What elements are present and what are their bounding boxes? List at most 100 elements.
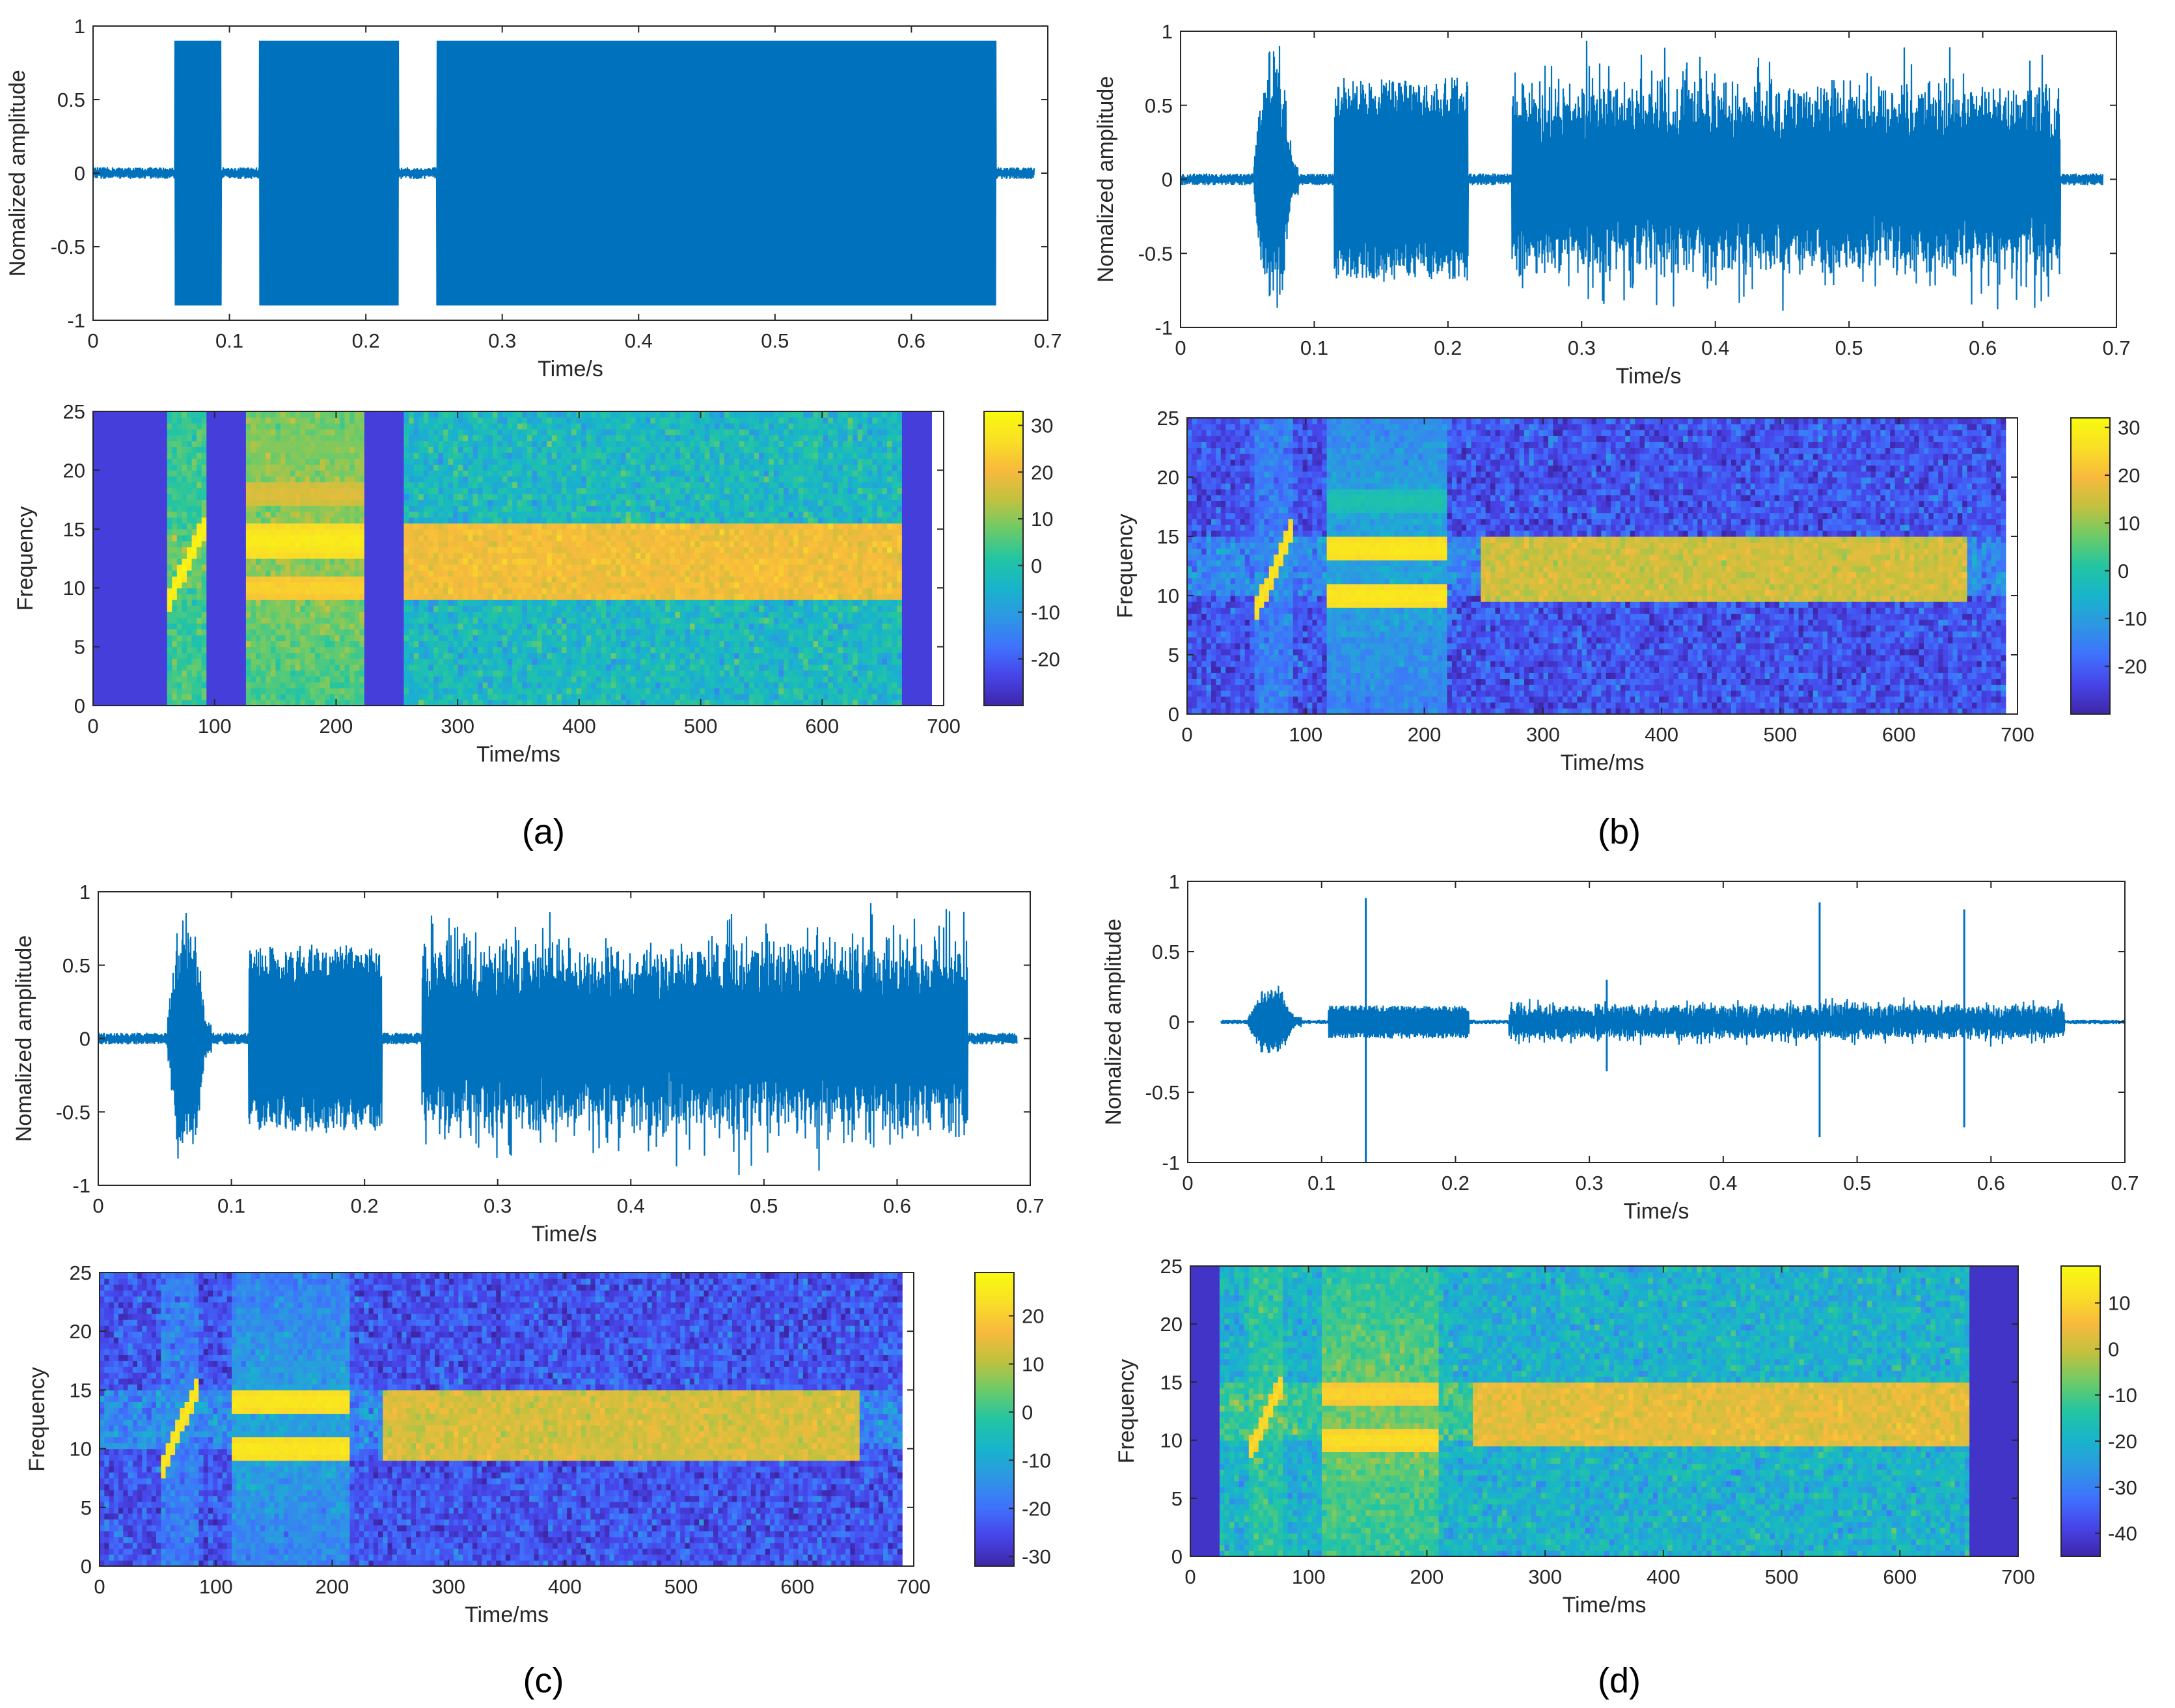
x-tick-label: 300 [431, 1575, 465, 1598]
colorbar-tick-label: -20 [2108, 1430, 2137, 1453]
y-tick-label: -1 [1162, 1151, 1180, 1174]
b-waveform-plot-area [1181, 40, 2104, 311]
y-tick-label: 1 [79, 881, 90, 903]
x-tick-label: 600 [780, 1575, 814, 1598]
colorbar-tick-label: 0 [1031, 555, 1042, 577]
colorbar-tick-label: -40 [2108, 1522, 2137, 1545]
x-tick-label: 0 [1175, 337, 1186, 359]
y-tick-label: 10 [1160, 1429, 1183, 1452]
y-tick-label: 0 [1171, 1545, 1183, 1568]
x-tick-label: 0.7 [1016, 1194, 1044, 1217]
caption-b: (b) [1598, 812, 1641, 851]
a-waveform-y-axis-label: Nomalized amplitude [5, 70, 30, 277]
b-spectrogram-cells [1187, 418, 2006, 714]
b-waveform-signal-line [1181, 40, 2104, 311]
x-tick-label: 0.5 [1843, 1172, 1871, 1194]
colorbar-tick-label: 30 [1031, 415, 1053, 437]
x-tick-label: 0 [1181, 723, 1192, 746]
c-waveform-chart: 0 0.1 0.2 0.3 0.4 0.5 0.6 0.7 1 0.5 0 -0.5 -1 Time/s N… [12, 881, 1045, 1247]
d-spectrogram-plot-area [1190, 1266, 2018, 1556]
x-tick-label: 200 [320, 715, 353, 737]
a-waveform-chart: 0 0.1 0.2 0.3 0.4 0.5 0.6 0.7 1 0.5 0 -0.5 -1 Time/s N… [5, 15, 1062, 381]
c-waveform-signal-line [98, 903, 1018, 1176]
y-tick-label: 15 [1160, 1371, 1183, 1394]
y-tick-label: -0.5 [1145, 1081, 1180, 1104]
y-tick-label: -0.5 [56, 1101, 90, 1123]
y-tick-label: 0 [79, 1028, 90, 1051]
c-spectrogram-x-axis-label: Time/ms [465, 1603, 549, 1627]
x-tick-label: 0.2 [1434, 337, 1462, 359]
x-tick-label: 0.7 [2111, 1172, 2139, 1194]
x-tick-label: 0.3 [484, 1194, 512, 1217]
x-tick-label: 100 [199, 1575, 233, 1598]
y-tick-label: 25 [1160, 1255, 1183, 1278]
x-tick-label: 500 [664, 1575, 698, 1598]
a-spectrogram-x-axis-label: Time/ms [476, 742, 560, 767]
x-tick-label: 0.3 [488, 329, 516, 352]
y-tick-label: 25 [1157, 407, 1179, 430]
y-tick-label: 20 [1160, 1313, 1183, 1336]
y-tick-label: 20 [63, 459, 85, 482]
y-tick-label: 0 [81, 1555, 92, 1578]
y-tick-label: 5 [1168, 644, 1179, 667]
y-tick-label: 1 [1169, 870, 1180, 893]
colorbar-tick-label: -20 [2118, 655, 2147, 678]
d-spectrogram-x-axis-label: Time/ms [1562, 1593, 1646, 1618]
x-tick-label: 300 [1528, 1565, 1562, 1588]
colorbar-tick-label: -20 [1022, 1497, 1051, 1520]
x-tick-label: 0 [94, 1575, 105, 1598]
colorbar-tick-label: 10 [1022, 1353, 1044, 1375]
y-tick-label: -1 [72, 1174, 90, 1197]
b-spectrogram-y-axis-label: Frequency [1113, 514, 1138, 618]
d-waveform-plot-area [1220, 898, 2125, 1163]
x-tick-label: 0.6 [1977, 1172, 2005, 1194]
c-spectrogram-colorbar [974, 1272, 1015, 1567]
d-spectrogram-cells [1190, 1266, 2018, 1556]
x-tick-label: 400 [1647, 1565, 1680, 1588]
a-waveform-x-axis-label: Time/s [538, 357, 603, 381]
y-tick-label: 1 [74, 15, 85, 38]
y-tick-label: 0 [1169, 1011, 1180, 1034]
x-tick-label: 0.4 [625, 329, 653, 352]
b-waveform-x-axis-label: Time/s [1616, 364, 1682, 389]
c-waveform-plot-area [98, 903, 1018, 1176]
d-waveform-y-axis-label: Nomalized amplitude [1101, 918, 1126, 1125]
x-tick-label: 0.2 [352, 329, 380, 352]
x-tick-label: 0.7 [1033, 329, 1061, 352]
x-tick-label: 0.3 [1576, 1172, 1604, 1194]
b-spectrogram-colorbar [2070, 417, 2111, 715]
x-tick-label: 0.1 [215, 329, 243, 352]
x-tick-label: 200 [316, 1575, 349, 1598]
c-spectrogram-y-axis-label: Frequency [25, 1367, 49, 1472]
x-tick-label: 0.5 [1835, 337, 1863, 359]
colorbar-tick-label: 10 [2118, 512, 2140, 534]
colorbar-tick-label: 20 [1031, 461, 1053, 484]
x-tick-label: 400 [1645, 723, 1678, 746]
colorbar-tick-label: -10 [1022, 1449, 1051, 1472]
x-tick-label: 0.6 [897, 329, 925, 352]
y-tick-label: 20 [1157, 466, 1179, 489]
x-tick-label: 700 [897, 1575, 931, 1598]
b-spectrogram-x-axis-label: Time/ms [1560, 751, 1644, 775]
colorbar-tick-label: 0 [2118, 560, 2129, 583]
a-spectrogram-y-axis-label: Frequency [13, 506, 38, 611]
a-spectrogram-cells [93, 411, 932, 706]
x-tick-label: 0.1 [217, 1194, 245, 1217]
y-tick-label: 0.5 [62, 954, 90, 977]
d-spectrogram-axes-frame [1190, 1265, 2019, 1557]
d-spectrogram-chart: 100-10-20-30-400 100 200 300 400 500 600 700252… [1114, 1255, 2137, 1618]
x-tick-label: 0.2 [351, 1194, 379, 1217]
x-tick-label: 400 [562, 715, 596, 737]
x-tick-label: 500 [1764, 723, 1798, 746]
x-tick-label: 0.4 [1709, 1172, 1737, 1194]
colorbar-tick-label: 20 [2118, 464, 2140, 487]
colorbar-tick-label: -30 [2108, 1476, 2137, 1499]
y-tick-label: 10 [1157, 585, 1179, 607]
x-tick-label: 600 [805, 715, 839, 737]
x-tick-label: 700 [2001, 1565, 2035, 1588]
colorbar-tick-label: 30 [2118, 417, 2140, 439]
